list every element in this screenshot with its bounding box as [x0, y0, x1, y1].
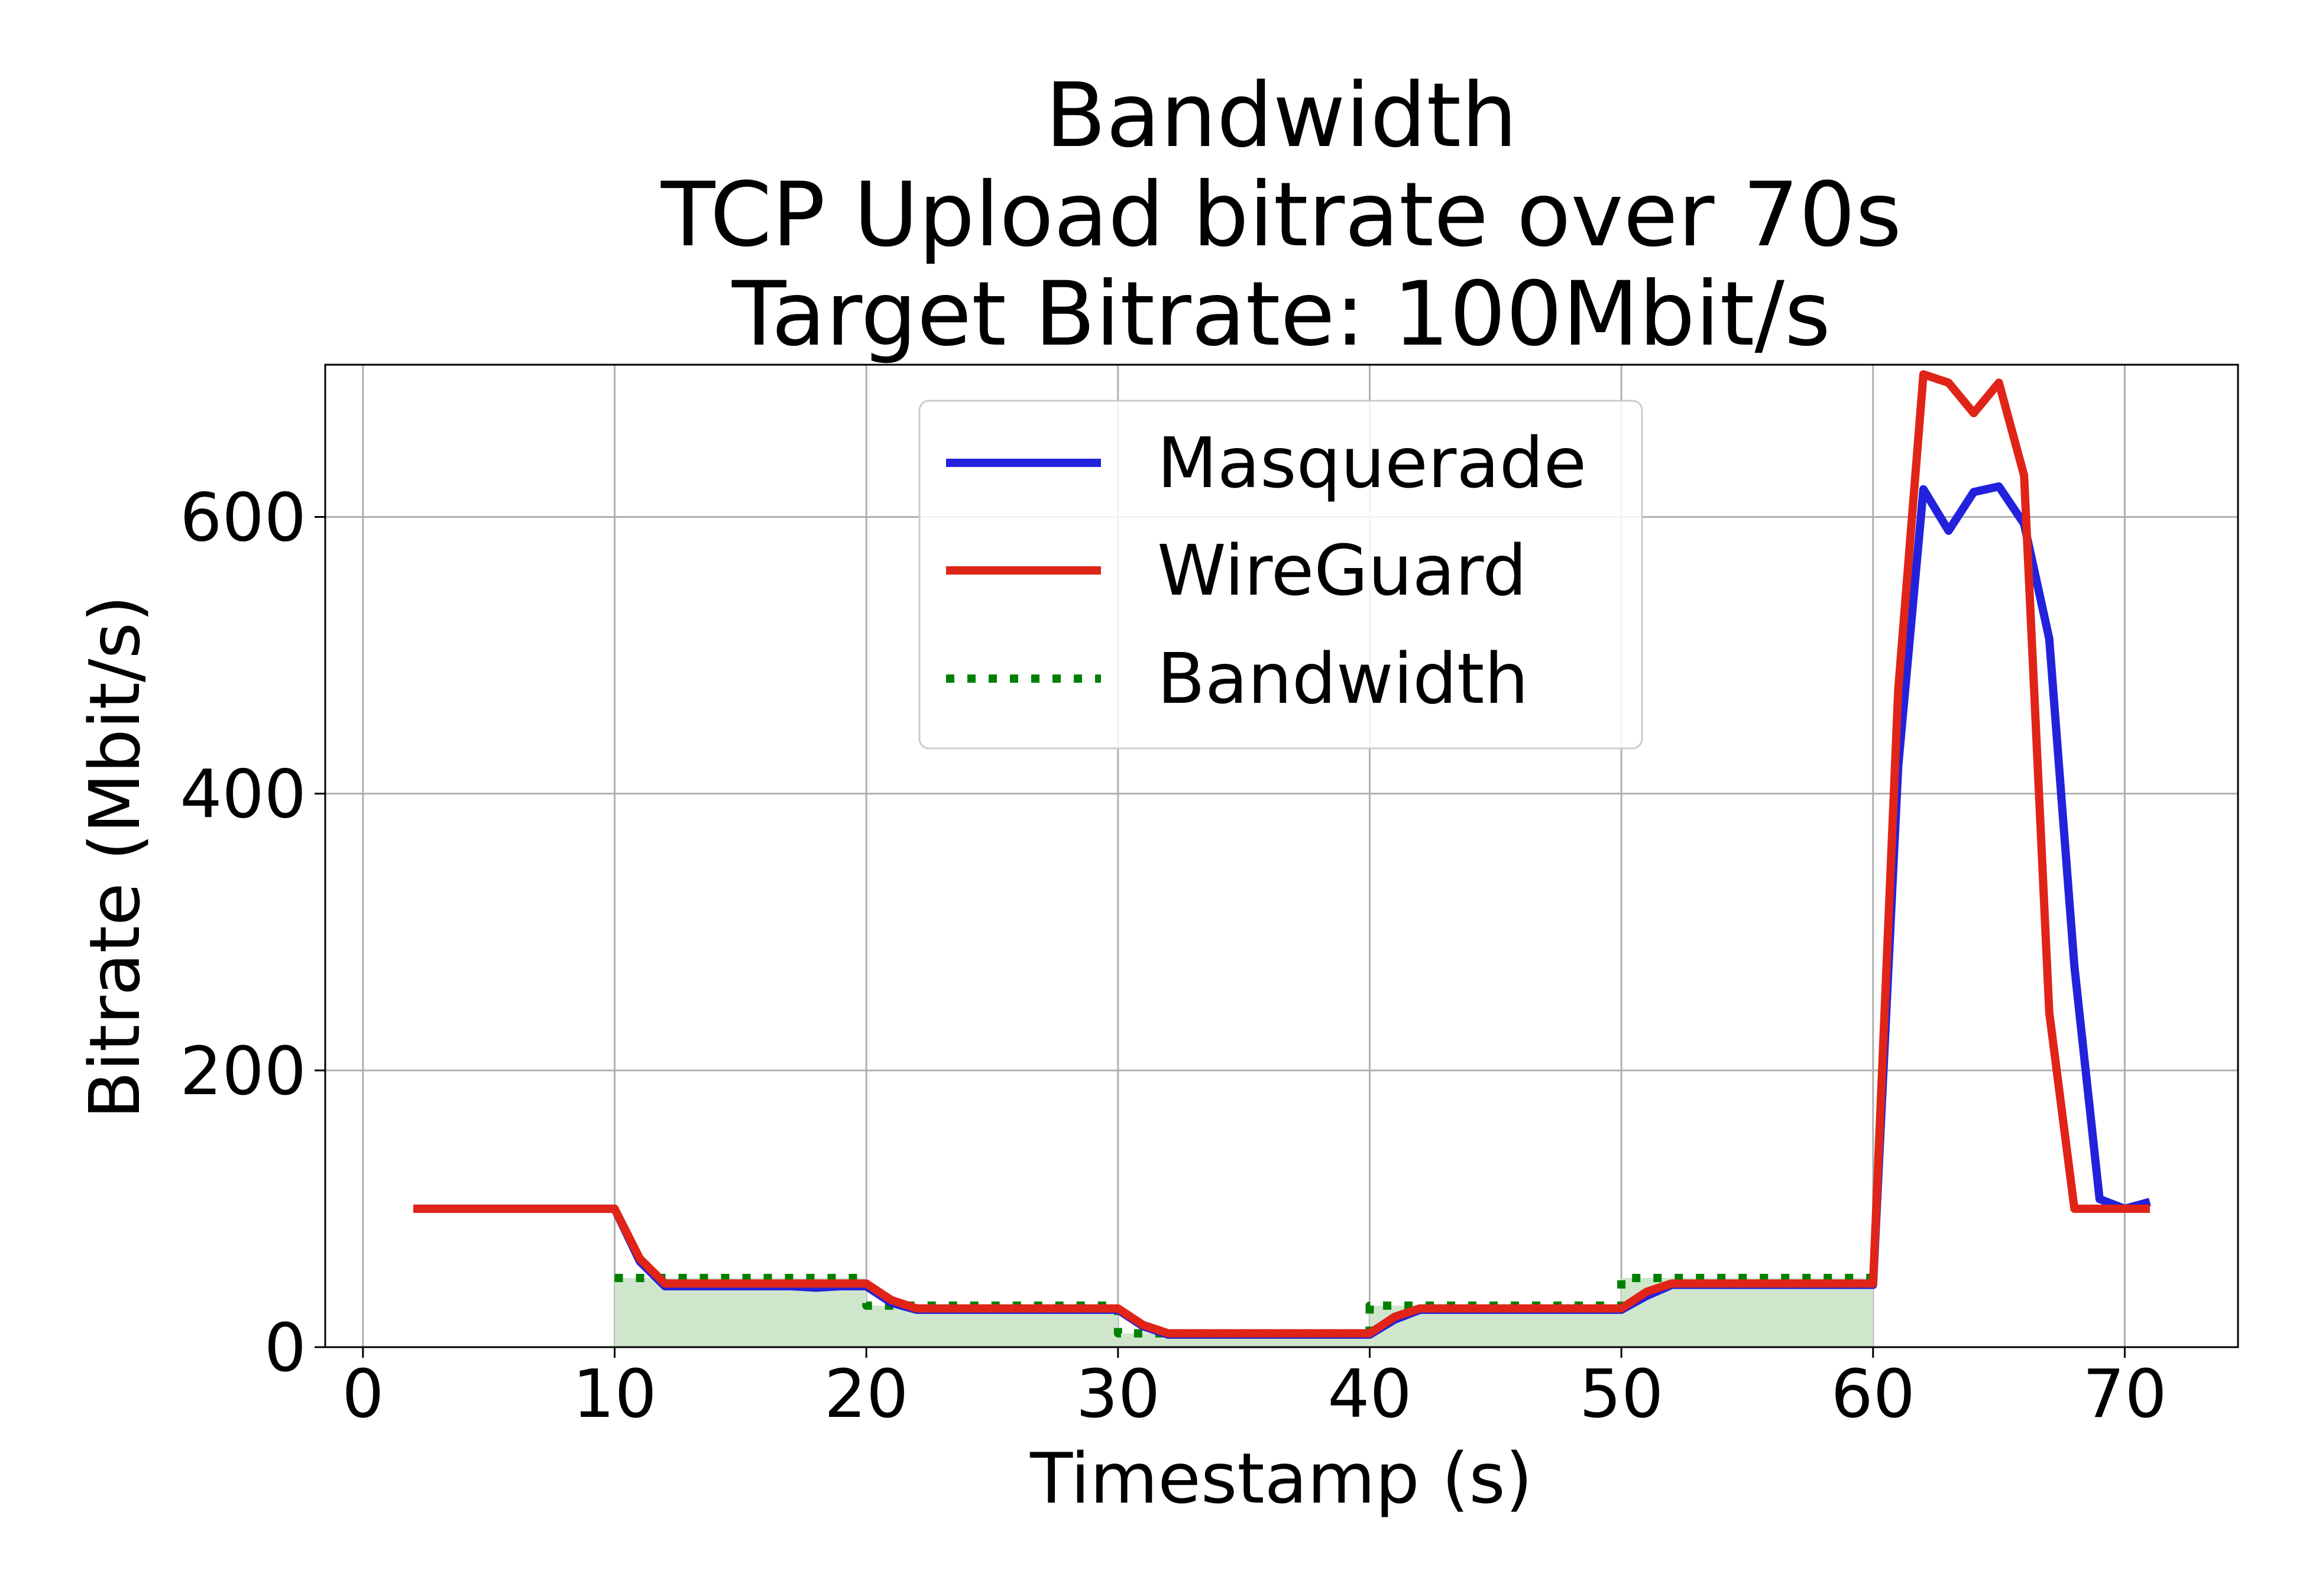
y-axis-ticks: 0 200 400 600 [180, 479, 325, 1387]
bandwidth-fill-area [614, 1277, 1873, 1347]
legend-label-bandwidth: Bandwidth [1157, 638, 1528, 719]
legend-label-wireguard: WireGuard [1157, 530, 1527, 611]
x-tick-label: 60 [1831, 1356, 1916, 1433]
y-tick-label: 600 [180, 479, 306, 556]
x-tick-label: 50 [1579, 1356, 1664, 1433]
legend: Masquerade WireGuard Bandwidth [918, 400, 1643, 750]
x-tick-label: 40 [1327, 1356, 1412, 1433]
x-axis-label: Timestamp (s) [1029, 1438, 1533, 1519]
plot-frame [324, 364, 2239, 1348]
y-tick-label: 0 [264, 1310, 306, 1387]
chart-title-line-1: Bandwidth [1045, 64, 1518, 167]
x-tick-label: 20 [824, 1356, 909, 1433]
x-tick-label: 10 [572, 1356, 657, 1433]
chart-title-line-2: TCP Upload bitrate over 70s [660, 164, 1902, 267]
x-tick-label: 30 [1076, 1356, 1161, 1433]
series-line-wireguard [413, 370, 2150, 1338]
x-axis-ticks: 0 10 20 30 40 50 60 70 [342, 1347, 2167, 1433]
x-tick-label: 0 [342, 1356, 384, 1433]
chart-title: Bandwidth TCP Upload bitrate over 70s Ta… [660, 64, 1902, 366]
series-lines [413, 370, 2151, 1339]
chart-title-line-3: Target Bitrate: 100Mbit/s [731, 263, 1831, 366]
bandwidth-shaded-area [614, 1277, 1873, 1347]
x-tick-label: 70 [2082, 1356, 2167, 1433]
legend-label-masquerade: Masquerade [1157, 422, 1586, 504]
y-axis-label: Bitrate (Mbit/s) [74, 595, 156, 1119]
legend-box [918, 400, 1643, 750]
y-tick-label: 400 [180, 757, 306, 833]
y-tick-label: 200 [180, 1033, 306, 1110]
